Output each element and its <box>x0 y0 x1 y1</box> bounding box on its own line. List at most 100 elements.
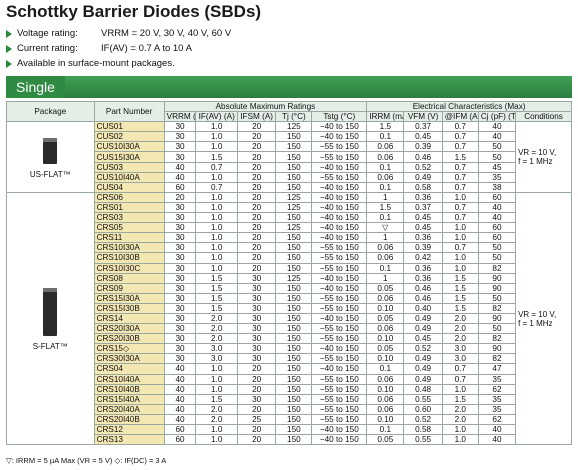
value-cell: 40 <box>477 131 517 143</box>
column-header: Tstg (°C) <box>311 111 368 123</box>
header-package: Package <box>6 100 95 123</box>
value-cell: 125 <box>275 222 313 234</box>
value-cell: 40 <box>477 212 517 224</box>
value-cell: 0.49 <box>403 353 443 365</box>
value-cell: −55 to 150 <box>311 171 368 183</box>
column-header: IRRM (mA) <box>366 111 405 123</box>
part-number-cell: CUS02 <box>93 131 165 143</box>
value-cell: 0.10 <box>366 353 405 365</box>
value-cell: −40 to 150 <box>311 181 368 193</box>
value-cell: 50 <box>477 252 517 264</box>
value-cell: 0.46 <box>403 282 443 294</box>
header-abs-max: Absolute Maximum Ratings <box>163 100 368 113</box>
value-cell: 1.0 <box>195 363 238 375</box>
value-cell: 1.0 <box>441 252 479 264</box>
value-cell: 30 <box>236 343 277 355</box>
value-cell: 1.0 <box>195 222 238 234</box>
value-cell: 1.0 <box>195 242 238 254</box>
section-header: Single <box>6 76 572 98</box>
value-cell: 1.5 <box>195 292 238 304</box>
part-number-cell: CRS20I40A <box>93 403 165 415</box>
value-cell: 20 <box>236 403 277 415</box>
value-cell: 150 <box>275 151 313 163</box>
table-row: US-FLAT™ CUS01 30 1.0 20 125 −40 to 150 1.5 0.37… <box>6 121 572 193</box>
value-cell: 1.0 <box>195 121 238 133</box>
value-cell: 150 <box>275 262 313 274</box>
value-cell: 60 <box>163 434 197 446</box>
value-cell: 2.0 <box>441 333 479 345</box>
bullet-value: Available in surface-mount packages. <box>17 58 175 69</box>
value-cell: 20 <box>236 191 277 203</box>
value-cell: 40 <box>163 383 197 395</box>
column-header: IFSM (A) <box>236 111 277 123</box>
value-cell: 0.36 <box>403 232 443 244</box>
value-cell: 0.1 <box>366 131 405 143</box>
value-cell: −40 to 150 <box>311 343 368 355</box>
value-cell: 0.7 <box>441 363 479 375</box>
value-cell: 125 <box>275 201 313 214</box>
value-cell: 1.5 <box>441 151 479 163</box>
table-row: CRS15◇ 30 3.0 30 150 −40 to 150 0.05 0.52 3.0 90 <box>7 343 572 355</box>
part-number-cell: CRS11 <box>93 232 165 244</box>
value-cell: 50 <box>477 141 517 153</box>
value-cell: 1.5 <box>195 151 238 163</box>
value-cell: 1 <box>366 232 405 244</box>
value-cell: 1.0 <box>195 191 238 203</box>
part-number-cell: CRS10I30A <box>93 242 165 254</box>
value-cell: 82 <box>477 333 517 345</box>
value-cell: 30 <box>236 323 277 335</box>
value-cell: 30 <box>236 302 277 314</box>
value-cell: 38 <box>477 181 517 193</box>
value-cell: 0.06 <box>366 323 405 335</box>
value-cell: −40 to 150 <box>311 222 368 234</box>
value-cell: 0.45 <box>403 131 443 143</box>
value-cell: 1.0 <box>195 141 238 153</box>
value-cell: 90 <box>477 312 517 325</box>
value-cell: 1.0 <box>195 262 238 274</box>
part-number-cell: CRS10I40B <box>93 383 165 395</box>
value-cell: 20 <box>236 181 277 193</box>
value-cell: 0.10 <box>366 302 405 314</box>
value-cell: 0.1 <box>366 161 405 173</box>
value-cell: 30 <box>163 201 197 214</box>
value-cell: 0.7 <box>195 161 238 173</box>
value-cell: 30 <box>163 151 197 163</box>
table-row: S-FLAT™ CRS06 20 1.0 20 125 −40 to 150 1 0.36 1.0… <box>6 191 572 446</box>
value-cell: 150 <box>275 413 313 426</box>
value-cell: −55 to 150 <box>311 393 368 405</box>
value-cell: 0.7 <box>441 212 479 224</box>
value-cell: 30 <box>236 272 277 284</box>
value-cell: −55 to 150 <box>311 141 368 153</box>
value-cell: 1.0 <box>195 434 238 446</box>
value-cell: 40 <box>163 413 197 426</box>
value-cell: 30 <box>163 252 197 264</box>
value-cell: 20 <box>236 252 277 264</box>
value-cell: 20 <box>236 363 277 375</box>
table-row: CRS13 60 1.0 20 150 −40 to 150 0.05 0.55 1.0 40 <box>7 434 572 446</box>
value-cell: 30 <box>236 282 277 294</box>
value-cell: 40 <box>477 423 517 436</box>
value-cell: 2.0 <box>195 323 238 335</box>
value-cell: 20 <box>236 161 277 173</box>
value-cell: 0.7 <box>195 181 238 193</box>
value-cell: 1.0 <box>195 131 238 143</box>
value-cell: 35 <box>477 373 517 385</box>
table-row: CRS20I40B 40 2.0 25 150 −55 to 150 0.10 0.52 2.0… <box>7 413 572 426</box>
value-cell: 0.39 <box>403 141 443 153</box>
part-number-cell: CRS04 <box>93 363 165 375</box>
value-cell: 125 <box>275 191 313 203</box>
value-cell: −55 to 150 <box>311 373 368 385</box>
value-cell: 0.55 <box>403 393 443 405</box>
value-cell: 0.39 <box>403 242 443 254</box>
value-cell: 62 <box>477 383 517 395</box>
value-cell: 40 <box>163 373 197 385</box>
value-cell: 150 <box>275 282 313 294</box>
value-cell: 0.06 <box>366 141 405 153</box>
value-cell: 0.06 <box>366 393 405 405</box>
value-cell: 30 <box>163 131 197 143</box>
value-cell: 30 <box>163 121 197 133</box>
column-header: VRRM (V) <box>163 111 197 123</box>
value-cell: −55 to 150 <box>311 383 368 395</box>
value-cell: 0.52 <box>403 343 443 355</box>
value-cell: 1.0 <box>441 232 479 244</box>
